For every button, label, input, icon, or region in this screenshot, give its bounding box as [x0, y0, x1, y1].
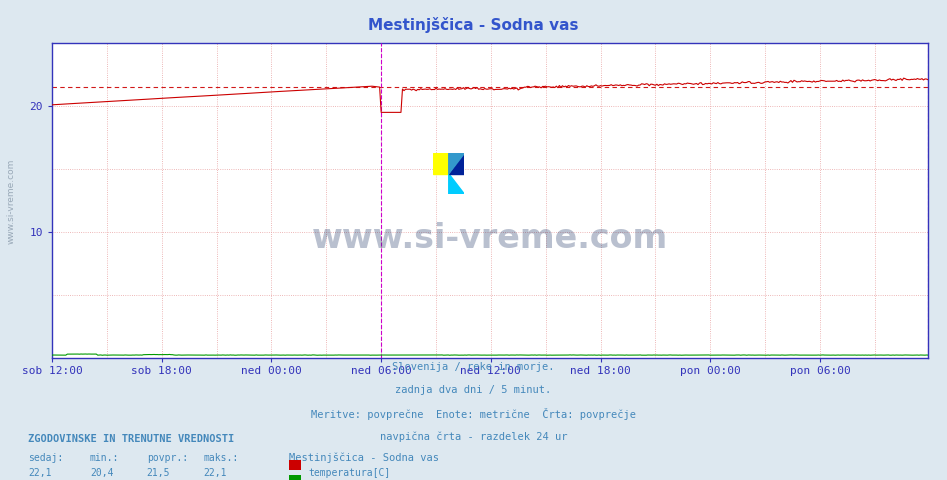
Bar: [433, 153, 449, 174]
Text: Mestinjščica - Sodna vas: Mestinjščica - Sodna vas: [289, 453, 438, 463]
Text: sedaj:: sedaj:: [28, 453, 63, 463]
Text: www.si-vreme.com: www.si-vreme.com: [7, 159, 16, 244]
Text: Meritve: povprečne  Enote: metrične  Črta: povprečje: Meritve: povprečne Enote: metrične Črta:…: [311, 408, 636, 420]
Text: navpična črta - razdelek 24 ur: navpična črta - razdelek 24 ur: [380, 432, 567, 442]
Text: 22,1: 22,1: [204, 468, 227, 478]
Polygon shape: [449, 153, 464, 174]
Text: ZGODOVINSKE IN TRENUTNE VREDNOSTI: ZGODOVINSKE IN TRENUTNE VREDNOSTI: [28, 434, 235, 444]
Text: maks.:: maks.:: [204, 453, 239, 463]
Text: 22,1: 22,1: [28, 468, 52, 478]
Text: Slovenija / reke in morje.: Slovenija / reke in morje.: [392, 362, 555, 372]
Text: povpr.:: povpr.:: [147, 453, 188, 463]
Text: zadnja dva dni / 5 minut.: zadnja dva dni / 5 minut.: [396, 385, 551, 396]
Text: 21,5: 21,5: [147, 468, 170, 478]
Text: www.si-vreme.com: www.si-vreme.com: [312, 222, 669, 254]
Polygon shape: [449, 153, 464, 174]
Text: min.:: min.:: [90, 453, 119, 463]
Polygon shape: [449, 174, 464, 194]
Text: temperatura[C]: temperatura[C]: [309, 468, 391, 478]
Text: 20,4: 20,4: [90, 468, 114, 478]
Text: Mestinjščica - Sodna vas: Mestinjščica - Sodna vas: [368, 17, 579, 33]
